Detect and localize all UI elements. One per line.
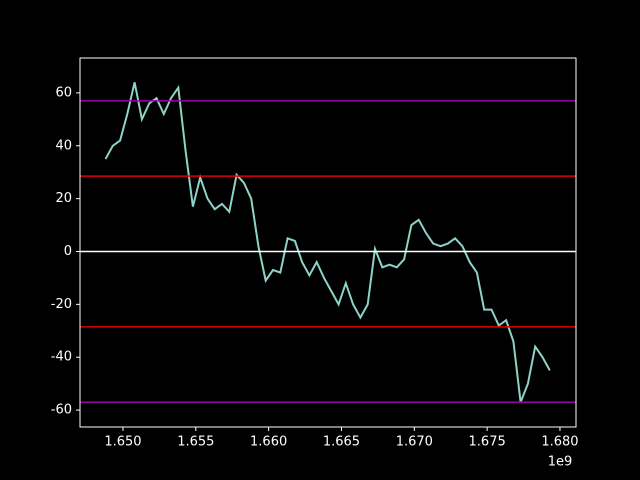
y-tick-label: -40 xyxy=(51,350,72,365)
plot-frame xyxy=(79,57,577,428)
y-tick-label: -20 xyxy=(51,297,72,312)
x-tick-label: 1.665 xyxy=(323,435,360,450)
data-line xyxy=(104,82,551,403)
x-tick-label: 1.680 xyxy=(541,435,578,450)
x-tick-label: 1.650 xyxy=(104,435,141,450)
y-tick-label: -60 xyxy=(51,403,72,418)
y-tick-label: 60 xyxy=(55,85,72,100)
x-tick-label: 1.670 xyxy=(396,435,433,450)
x-tick-label: 1.655 xyxy=(177,435,214,450)
y-tick-label: 20 xyxy=(55,191,72,206)
y-tick-label: 40 xyxy=(55,138,72,153)
x-tick-label: 1.660 xyxy=(250,435,287,450)
x-tick-label: 1.675 xyxy=(469,435,506,450)
y-tick-label: 0 xyxy=(64,244,72,259)
x-offset-label: 1e9 xyxy=(548,455,573,470)
